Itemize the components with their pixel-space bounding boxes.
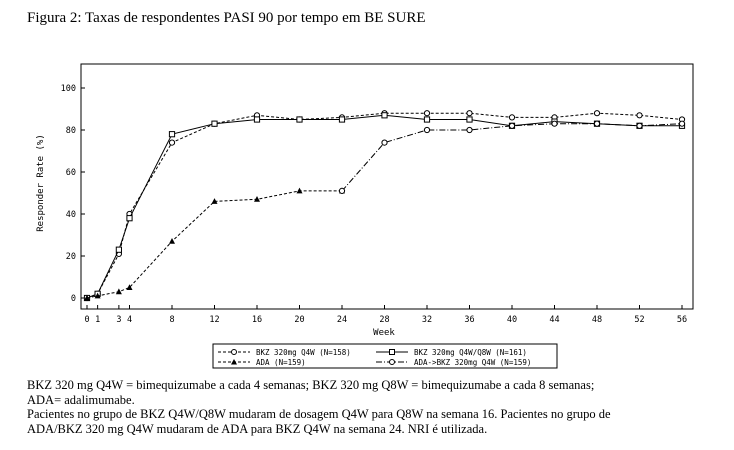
data-point xyxy=(423,126,431,134)
x-tick-label: 32 xyxy=(422,315,432,325)
data-point xyxy=(115,246,122,253)
series-line-4 xyxy=(341,123,683,192)
series-layer xyxy=(83,110,686,302)
y-tick-label: 40 xyxy=(66,210,76,220)
y-tick-label: 0 xyxy=(71,294,76,304)
data-point xyxy=(126,215,133,222)
data-point xyxy=(423,116,431,123)
data-point xyxy=(115,288,122,295)
x-tick-label: 28 xyxy=(379,315,389,325)
legend-item-bkz-q4w-q8w: BKZ 320mg Q4W/Q8W (N=161) xyxy=(376,348,527,357)
y-tick-label: 100 xyxy=(61,84,76,94)
plot-frame xyxy=(80,63,694,310)
x-tick-label: 16 xyxy=(252,315,262,325)
legend-label: BKZ 320mg Q4W (N=158) xyxy=(256,348,351,357)
data-point xyxy=(168,131,176,138)
legend-box xyxy=(212,343,558,369)
x-tick-label: 8 xyxy=(169,315,174,325)
data-point xyxy=(508,122,516,129)
data-point xyxy=(636,112,643,119)
legend-label: ADA->BKZ 320mg Q4W (N=159) xyxy=(414,358,531,367)
line-chart: 0 1 3 4 8 12 16 20 24 28 32 36 40 44 48 52 56 0204060801… xyxy=(36,63,694,369)
data-point xyxy=(168,139,176,146)
legend-item-ada-bkz: ADA->BKZ 320mg Q4W (N=159) xyxy=(376,358,531,367)
data-point xyxy=(253,116,261,123)
y-axis: 0 20 40 60 80 100 xyxy=(61,84,85,304)
legend-label: BKZ 320mg Q4W/Q8W (N=161) xyxy=(414,348,527,357)
y-tick-label: 80 xyxy=(66,126,76,136)
x-tick-label: 36 xyxy=(464,315,474,325)
data-point xyxy=(381,112,388,119)
footnote-line: ADA= adalimumabe. xyxy=(27,392,135,407)
data-point xyxy=(296,187,303,194)
x-axis: 0 1 3 4 8 12 16 20 24 28 32 36 40 44 48 52 56 xyxy=(84,305,687,325)
legend-item-ada: ADA (N=159) xyxy=(218,358,306,367)
x-tick-label: 1 xyxy=(95,315,100,325)
data-point xyxy=(678,120,686,127)
x-tick-label: 3 xyxy=(116,315,121,325)
data-point xyxy=(423,110,431,117)
footnotes: BKZ 320 mg Q4W = bimequizumabe a cada 4 … xyxy=(27,378,717,436)
data-point xyxy=(593,120,601,127)
data-point xyxy=(381,139,388,146)
data-point xyxy=(126,284,133,290)
footnote-line: Pacientes no grupo de BKZ Q4W/Q8W mudara… xyxy=(27,407,611,421)
footnote-line: BKZ 320 mg Q4W = bimequizumabe a cada 4 … xyxy=(27,378,595,392)
data-point xyxy=(211,198,218,204)
y-tick-label: 60 xyxy=(66,168,76,178)
data-point xyxy=(338,187,346,194)
data-point xyxy=(466,110,473,117)
legend-item-bkz-q4w: BKZ 320mg Q4W (N=158) xyxy=(218,348,351,357)
x-tick-label: 48 xyxy=(592,315,602,325)
data-point xyxy=(551,120,558,127)
data-point xyxy=(338,116,346,123)
data-point xyxy=(636,122,643,129)
data-point xyxy=(211,120,218,127)
x-tick-label: 4 xyxy=(127,315,132,325)
x-tick-label: 40 xyxy=(507,315,517,325)
x-tick-label: 24 xyxy=(337,315,347,325)
data-point xyxy=(169,238,175,244)
data-point xyxy=(84,294,90,301)
data-point xyxy=(466,116,473,123)
data-point xyxy=(508,114,516,121)
series-line-3 xyxy=(86,190,342,299)
x-tick-label: 44 xyxy=(549,315,559,325)
x-tick-label: 56 xyxy=(677,315,687,325)
legend-label: ADA (N=159) xyxy=(256,358,306,367)
x-tick-label: 20 xyxy=(294,315,304,325)
footnote-line: ADA/BKZ 320 mg Q4W mudaram de ADA para B… xyxy=(27,421,488,436)
y-axis-label: Responder Rate (%) xyxy=(36,134,46,232)
data-point xyxy=(94,292,101,299)
data-point xyxy=(593,110,601,117)
x-tick-label: 12 xyxy=(209,315,219,325)
data-point xyxy=(254,196,260,202)
x-tick-label: 0 xyxy=(84,315,89,325)
x-axis-label: Week xyxy=(373,328,395,338)
data-point xyxy=(296,116,303,123)
y-tick-label: 20 xyxy=(66,252,76,262)
data-point xyxy=(466,126,473,134)
figure-title: Figura 2: Taxas de respondentes PASI 90 … xyxy=(27,10,426,26)
x-tick-label: 52 xyxy=(634,315,644,325)
